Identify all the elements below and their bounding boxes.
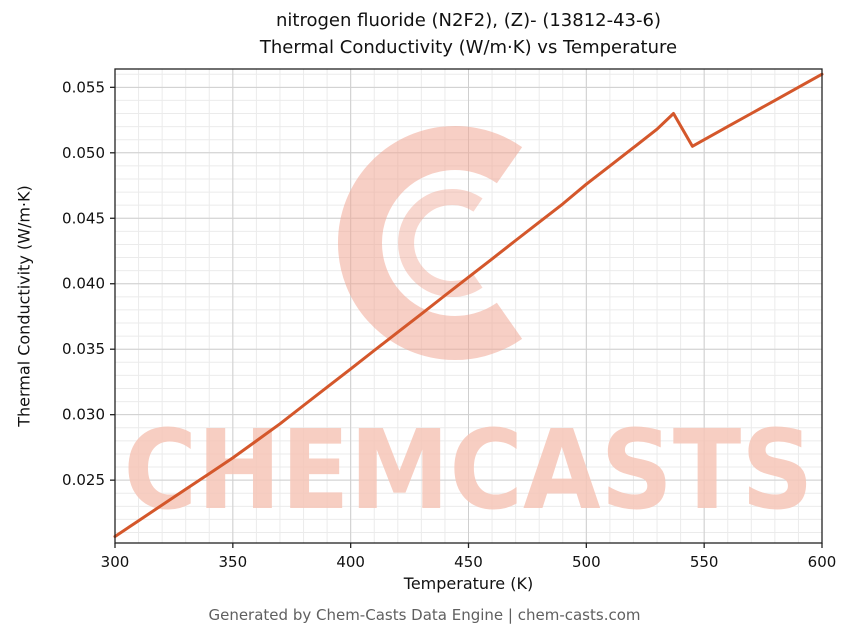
y-tick-label: 0.055 xyxy=(62,78,105,96)
y-axis-label: Thermal Conductivity (W/m·K) xyxy=(14,185,34,427)
x-tick-label: 350 xyxy=(219,553,248,571)
chart-title-line2: Thermal Conductivity (W/m·K) vs Temperat… xyxy=(259,37,678,58)
y-tick-label: 0.035 xyxy=(62,340,105,358)
footer-attribution: Generated by Chem-Casts Data Engine | ch… xyxy=(208,606,641,624)
watermark-logo-icon xyxy=(338,126,523,360)
data-line-series xyxy=(113,72,824,538)
x-tick-label: 500 xyxy=(572,553,601,571)
watermark-text: CHEMCASTS xyxy=(124,406,814,534)
watermark-logo-inner-icon xyxy=(398,189,483,297)
x-tick-label: 550 xyxy=(690,553,719,571)
y-tick-label: 0.030 xyxy=(62,406,105,424)
chart-title-line1: nitrogen fluoride (N2F2), (Z)- (13812-43… xyxy=(276,10,661,31)
y-tick-label: 0.045 xyxy=(62,209,105,227)
y-tick-label: 0.040 xyxy=(62,275,105,293)
y-tick-label: 0.025 xyxy=(62,471,105,489)
x-tick-label: 600 xyxy=(808,553,837,571)
x-tick-label: 300 xyxy=(101,553,130,571)
x-axis-label: Temperature (K) xyxy=(403,574,534,593)
x-tick-label: 400 xyxy=(336,553,365,571)
x-tick-label: 450 xyxy=(454,553,483,571)
y-tick-label: 0.050 xyxy=(62,144,105,162)
